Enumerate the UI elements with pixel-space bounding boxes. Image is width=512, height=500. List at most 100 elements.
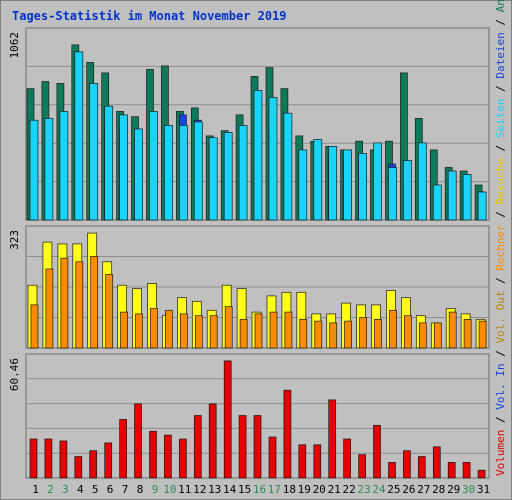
day-label-31: 31 <box>477 483 490 496</box>
hits-bar-seiten-day-4 <box>74 51 84 221</box>
hits-bar-seiten-day-8 <box>134 128 143 221</box>
hits-bar-seiten-day-11 <box>179 125 188 221</box>
legend-item-vol-out: Vol. Out <box>494 291 507 344</box>
hits-bar-seiten-day-5 <box>89 83 99 221</box>
visits-bar-rechner-day-4 <box>75 261 84 349</box>
hits-ymax-label: 1062 <box>8 32 21 59</box>
volume-bar-volumen-day-2 <box>44 438 53 479</box>
hits-bar-seiten-day-12 <box>193 121 203 221</box>
hits-bar-seiten-day-3 <box>59 111 69 221</box>
hits-bar-seiten-day-26 <box>403 160 412 221</box>
legend-item-seiten: Seiten <box>494 98 507 138</box>
day-label-30: 30 <box>462 483 475 496</box>
visits-bar-rechner-day-5 <box>90 256 99 349</box>
volume-bar-volumen-day-11 <box>179 438 187 479</box>
visits-ymax-label: 323 <box>8 230 21 250</box>
visits-bar-rechner-day-10 <box>165 309 173 349</box>
visits-bar-rechner-day-29 <box>448 311 457 349</box>
visits-panel: 323 <box>8 225 490 349</box>
volume-bar-volumen-day-29 <box>447 462 456 479</box>
day-label-25: 25 <box>387 483 400 496</box>
visits-bar-rechner-day-18 <box>284 311 293 349</box>
visits-bar-rechner-day-31 <box>478 320 487 349</box>
day-label-6: 6 <box>107 483 114 496</box>
chart-title: Tages-Statistik im Monat November 2019 <box>12 9 287 23</box>
legend-item-rechner: Rechner <box>494 224 507 271</box>
volume-bar-volumen-day-10 <box>164 434 172 479</box>
volume-panel: 60.46 <box>8 353 490 479</box>
volume-bar-volumen-day-4 <box>74 456 83 479</box>
volume-bar-volumen-day-30 <box>462 462 471 479</box>
legend-item-vol-in: Vol. In <box>494 363 507 409</box>
hits-bar-seiten-day-28 <box>432 184 442 221</box>
hits-bar-seiten-day-18 <box>283 112 293 221</box>
hits-bar-seiten-day-27 <box>417 142 427 221</box>
volume-bar-volumen-day-16 <box>253 415 262 479</box>
visits-bar-rechner-day-23 <box>359 317 367 349</box>
day-label-26: 26 <box>402 483 415 496</box>
volume-bar-volumen-day-28 <box>432 446 441 479</box>
volume-bar-volumen-day-3 <box>59 440 68 479</box>
volume-bar-volumen-day-8 <box>134 403 142 479</box>
hits-bar-seiten-day-14 <box>223 132 233 221</box>
volume-bar-volumen-day-9 <box>149 430 157 479</box>
visits-bar-rechner-day-1 <box>30 304 39 349</box>
legend-item-volumen: Volumen <box>494 430 507 476</box>
hits-bar-seiten-day-9 <box>149 111 158 221</box>
volume-bar-volumen-day-6 <box>104 442 113 479</box>
volume-bar-volumen-day-23 <box>358 454 366 479</box>
hits-bar-seiten-day-10 <box>164 125 173 221</box>
volume-bar-volumen-day-5 <box>89 450 98 479</box>
day-label-8: 8 <box>137 483 144 496</box>
volume-ymax-label: 60.46 <box>8 358 21 391</box>
day-label-11: 11 <box>178 483 191 496</box>
day-label-16: 16 <box>253 483 266 496</box>
legend-separator: / <box>494 12 507 32</box>
visits-bar-rechner-day-27 <box>418 322 427 349</box>
volume-bar-volumen-day-31 <box>477 469 486 479</box>
legend-separator: / <box>494 204 507 224</box>
visits-bar-rechner-day-3 <box>60 257 69 349</box>
legend-item-anfragen: Anfragen <box>494 0 507 12</box>
hits-bar-seiten-day-24 <box>373 142 382 221</box>
hits-bar-seiten-day-30 <box>462 174 472 221</box>
volume-bar-volumen-day-13 <box>208 403 217 479</box>
day-label-15: 15 <box>238 483 251 496</box>
day-label-12: 12 <box>193 483 206 496</box>
hits-bar-seiten-day-29 <box>447 170 457 221</box>
day-label-5: 5 <box>92 483 99 496</box>
visits-bar-rechner-day-22 <box>344 320 352 349</box>
hits-bar-seiten-day-17 <box>268 97 278 221</box>
volume-bar-volumen-day-17 <box>268 436 277 479</box>
day-label-24: 24 <box>372 483 386 496</box>
day-label-13: 13 <box>208 483 221 496</box>
volume-bar-volumen-day-24 <box>373 424 381 479</box>
volume-bar-volumen-day-12 <box>193 415 202 479</box>
hits-bar-seiten-day-2 <box>44 118 54 221</box>
visits-bar-rechner-day-13 <box>209 315 218 349</box>
visits-bar-rechner-day-7 <box>120 311 128 349</box>
visits-bar-rechner-day-30 <box>463 318 472 349</box>
day-label-3: 3 <box>62 483 69 496</box>
hits-bar-seiten-day-16 <box>253 90 263 221</box>
day-label-10: 10 <box>163 483 176 496</box>
visits-bar-rechner-day-16 <box>254 313 263 349</box>
hits-bar-seiten-day-21 <box>328 146 338 221</box>
visits-bar-rechner-day-25 <box>389 309 397 349</box>
visits-bar-rechner-day-26 <box>404 315 412 349</box>
visits-bar-rechner-day-11 <box>180 313 188 349</box>
legend-separator: / <box>494 79 507 99</box>
visits-bar-rechner-day-17 <box>269 311 278 349</box>
visits-bar-rechner-day-2 <box>45 268 54 349</box>
volume-bar-volumen-day-15 <box>238 415 247 479</box>
volume-bar-volumen-day-1 <box>29 438 38 479</box>
visits-bar-rechner-day-6 <box>105 274 114 349</box>
visits-bar-rechner-day-15 <box>239 318 248 349</box>
legend-item-dateien: Dateien <box>494 32 507 78</box>
hits-bar-seiten-day-7 <box>119 114 128 221</box>
hits-bar-seiten-day-13 <box>208 137 218 221</box>
day-label-23: 23 <box>357 483 370 496</box>
day-label-2: 2 <box>47 483 54 496</box>
day-label-20: 20 <box>313 483 326 496</box>
